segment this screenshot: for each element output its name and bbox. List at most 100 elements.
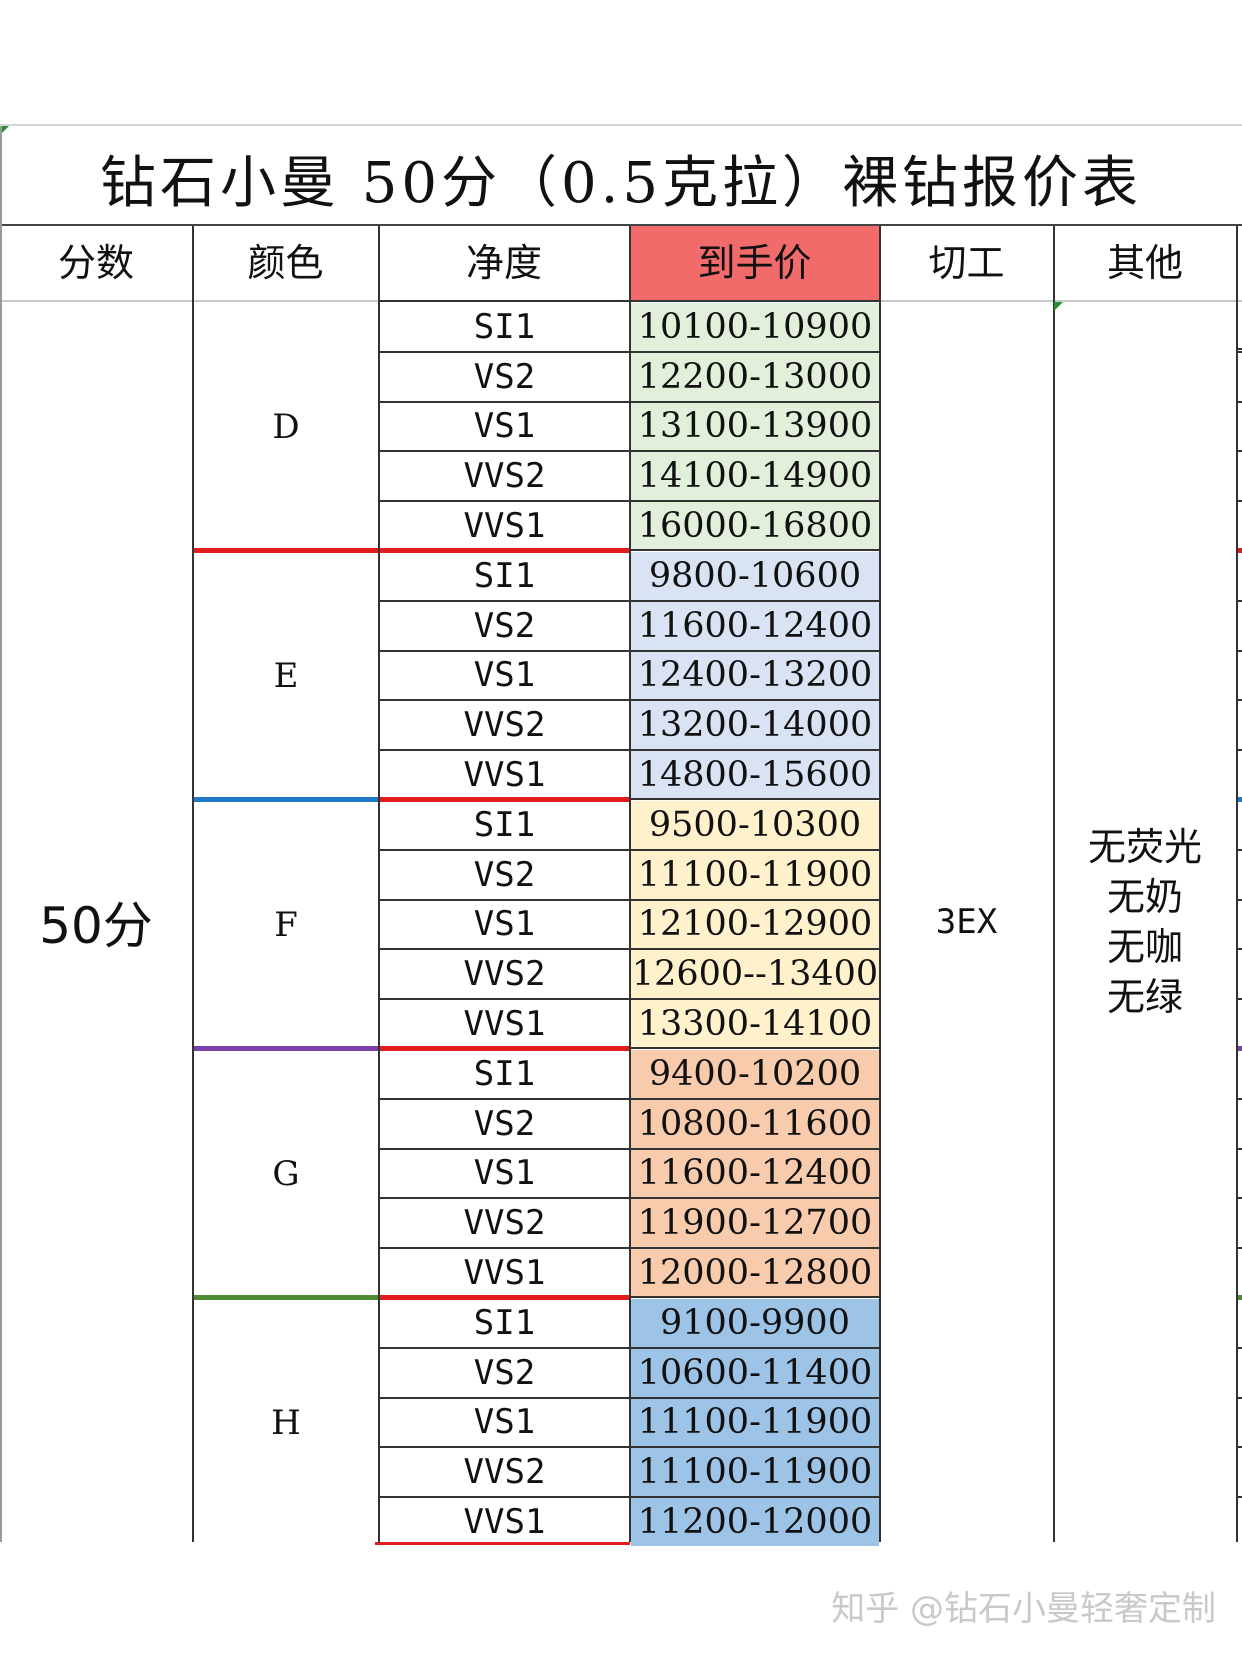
clarity-cell: VS2 <box>473 605 536 646</box>
group-separator <box>379 1295 630 1300</box>
price-cell: 13200-14000 <box>631 701 879 750</box>
bottom-separator <box>375 1542 630 1545</box>
row-divider <box>630 1047 880 1049</box>
edge-tick <box>1236 1097 1242 1100</box>
clarity-cell: VVS2 <box>463 1203 546 1244</box>
clarity-cell: VVS1 <box>463 1253 546 1294</box>
group-separator-edge <box>1236 797 1242 802</box>
edge-tick <box>1236 400 1242 403</box>
clarity-cell: VS2 <box>473 854 536 895</box>
edge-tick <box>1236 599 1242 602</box>
price-cell: 11100-11900 <box>631 1398 879 1447</box>
edge-tick <box>1236 1446 1242 1449</box>
other-note-line: 无绿 <box>1106 975 1183 1019</box>
cell-comment-marker <box>0 126 9 135</box>
clarity-cell: VVS1 <box>463 755 546 796</box>
price-cell: 9500-10300 <box>631 801 879 849</box>
color-grade-cell: H <box>271 1402 301 1443</box>
column-divider <box>1053 226 1055 1542</box>
clarity-cell: VVS1 <box>463 1502 546 1543</box>
clarity-cell: VVS2 <box>463 954 546 995</box>
clarity-cell: VS1 <box>473 1153 536 1194</box>
color-grade-cell: G <box>272 1153 300 1194</box>
clarity-cell: VVS2 <box>463 1452 546 1493</box>
column-divider <box>1236 226 1238 1542</box>
group-separator <box>193 797 379 802</box>
clarity-cell: VVS2 <box>463 456 546 497</box>
edge-tick <box>1236 450 1242 453</box>
header-other: 其他 <box>1106 241 1183 285</box>
column-divider <box>378 226 380 1542</box>
price-cell: 12200-13000 <box>631 352 879 401</box>
price-cell: 11100-11900 <box>631 1448 879 1497</box>
title-divider <box>0 224 1242 226</box>
column-divider <box>629 226 631 1542</box>
header-price: 到手价 <box>630 226 879 300</box>
column-divider <box>879 226 881 1542</box>
edge-tick <box>1236 1197 1242 1200</box>
group-separator <box>193 548 379 553</box>
column-divider <box>192 226 194 1542</box>
edge-tick <box>1236 1147 1242 1150</box>
price-cell: 16000-16800 <box>631 502 879 550</box>
clarity-cell: VS1 <box>473 1402 536 1443</box>
clarity-cell: VVS1 <box>463 506 546 547</box>
price-cell: 12600--13400 <box>631 950 879 999</box>
sheet-top-border <box>0 124 1242 126</box>
header-clarity: 净度 <box>465 241 542 285</box>
color-grade-cell: D <box>272 406 300 447</box>
edge-tick <box>1236 649 1242 652</box>
clarity-cell: VS1 <box>473 655 536 696</box>
price-cell: 11200-12000 <box>631 1498 879 1546</box>
header-points: 分数 <box>57 241 134 285</box>
price-cell: 9400-10200 <box>631 1050 879 1098</box>
other-note-line: 无荧光 <box>1087 825 1202 869</box>
points-cell: 50分 <box>39 897 153 955</box>
clarity-cell: VS2 <box>473 1352 536 1393</box>
clarity-cell: SI1 <box>473 555 536 596</box>
group-separator <box>193 1295 379 1300</box>
clarity-cell: SI1 <box>473 1053 536 1094</box>
group-separator-edge <box>1236 1046 1242 1051</box>
clarity-cell: VS2 <box>473 356 536 397</box>
edge-tick <box>1236 998 1242 1001</box>
group-separator <box>379 548 630 553</box>
edge-tick <box>1236 848 1242 851</box>
clarity-cell: VVS2 <box>463 705 546 746</box>
edge-tick <box>1236 948 1242 951</box>
price-cell: 12400-13200 <box>631 651 879 700</box>
clarity-cell: VVS1 <box>463 1004 546 1045</box>
sheet-left-border <box>0 126 2 1542</box>
cut-cell: 3EX <box>935 902 998 942</box>
header-cut: 切工 <box>928 241 1005 285</box>
clarity-cell: VS2 <box>473 1103 536 1144</box>
clarity-cell: SI1 <box>473 804 536 845</box>
other-cell: 无荧光 无奶 无咖 无绿 <box>1054 302 1236 1542</box>
row-divider <box>630 549 880 551</box>
clarity-cell: VS1 <box>473 904 536 945</box>
edge-tick <box>1236 1346 1242 1349</box>
group-separator-edge <box>1236 1295 1242 1300</box>
color-grade-cell: F <box>274 904 298 945</box>
price-cell: 13300-14100 <box>631 1000 879 1048</box>
price-cell: 11600-12400 <box>631 601 879 650</box>
price-cell: 11600-12400 <box>631 1149 879 1198</box>
other-note-line: 无咖 <box>1106 925 1183 969</box>
row-divider <box>630 1296 880 1298</box>
clarity-cell: SI1 <box>473 306 536 347</box>
color-grade-cell: E <box>273 655 299 696</box>
price-cell: 11100-11900 <box>631 850 879 899</box>
price-cell: 14800-15600 <box>631 751 879 799</box>
group-separator <box>193 1046 379 1051</box>
edge-tick <box>1236 699 1242 702</box>
page-title: 钻石小曼 50分（0.5克拉）裸钻报价表 <box>99 151 1143 216</box>
price-cell: 10800-11600 <box>631 1099 879 1148</box>
price-cell: 9800-10600 <box>631 552 879 600</box>
price-cell: 12000-12800 <box>631 1249 879 1297</box>
price-cell: 10600-11400 <box>631 1348 879 1397</box>
price-cell: 10100-10900 <box>631 303 879 351</box>
edge-tick <box>1236 1396 1242 1399</box>
edge-tick <box>1236 1247 1242 1250</box>
edge-tick <box>1236 348 1242 350</box>
edge-tick <box>1236 898 1242 901</box>
